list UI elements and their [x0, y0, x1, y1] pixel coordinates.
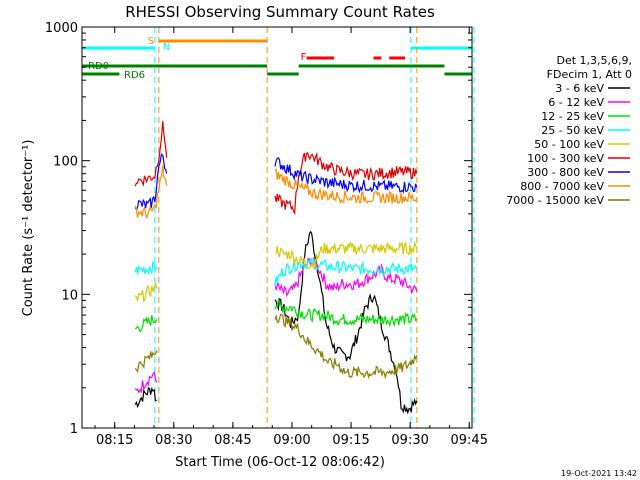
plot-frame — [81, 26, 473, 429]
series-line-6-segment-0 — [134, 153, 168, 211]
x-tick-label-4: 09:15 — [332, 433, 369, 448]
series-line-2-segment-1 — [274, 297, 418, 328]
series-line-8-segment-1 — [274, 313, 418, 380]
series-line-4-segment-1 — [274, 240, 418, 270]
series-line-1-segment-0 — [134, 370, 158, 394]
series-line-2-segment-0 — [134, 315, 158, 333]
legend-header-0: Det 1,3,5,6,9, — [556, 54, 632, 67]
legend-label-5: 100 - 300 keV — [527, 152, 604, 165]
series-line-4-segment-0 — [134, 281, 158, 303]
x-tick-label-5: 09:30 — [391, 433, 428, 448]
legend-label-4: 50 - 100 keV — [534, 138, 604, 151]
legend-label-7: 800 - 7000 keV — [520, 180, 604, 193]
y-axis-label: Count Rate (s⁻¹ detector⁻¹) — [21, 140, 36, 317]
flag-label-s: S — [148, 36, 154, 47]
flag-label-rd6: RD6 — [124, 70, 145, 81]
legend-label-6: 300 - 800 keV — [527, 166, 604, 179]
y-tick-label-2: 100 — [53, 155, 78, 170]
footer-timestamp: 19-Oct-2021 13:42 — [561, 469, 637, 478]
y-tick-label-3: 1000 — [45, 21, 78, 36]
legend-label-8: 7000 - 15000 keV — [506, 194, 604, 207]
axes-layer — [81, 26, 473, 429]
x-tick-label-6: 09:45 — [451, 433, 488, 448]
legend-label-2: 12 - 25 keV — [541, 110, 604, 123]
flag-label-n: N — [163, 42, 170, 53]
legend-label-1: 6 - 12 keV — [548, 96, 604, 109]
legend-label-0: 3 - 6 keV — [555, 82, 604, 95]
x-tick-label-3: 09:00 — [273, 433, 310, 448]
series-line-7-segment-0 — [134, 165, 168, 219]
series-line-8-segment-0 — [134, 350, 158, 374]
flag-label-rd0: RD0 — [88, 61, 109, 72]
x-tick-label-0: 08:15 — [96, 433, 133, 448]
legend-label-3: 25 - 50 keV — [541, 124, 604, 137]
series-layer — [134, 120, 418, 415]
series-line-7-segment-1 — [274, 167, 418, 205]
series-line-6-segment-1 — [274, 157, 418, 194]
flag-labels: SN F RD0 RD6 — [88, 36, 307, 81]
ticks-layer: 08:15 08:30 08:45 09:00 09:15 09:30 09:45 1 10 10… — [45, 21, 488, 448]
chart-title: RHESSI Observing Summary Count Rates — [125, 3, 435, 21]
y-tick-label-0: 1 — [70, 422, 78, 437]
flag-bars-layer — [82, 39, 472, 76]
x-axis-label: Start Time (06-Oct-12 08:06:42) — [175, 455, 385, 470]
series-line-0-segment-0 — [134, 386, 157, 409]
y-tick-label-1: 10 — [61, 288, 78, 303]
series-line-5-segment-0 — [134, 120, 168, 187]
legend: Det 1,3,5,6,9,FDecim 1, Att 03 - 6 keV6 … — [506, 54, 632, 207]
x-tick-label-2: 08:45 — [214, 433, 251, 448]
legend-header-1: FDecim 1, Att 0 — [547, 68, 632, 81]
vertical-markers-layer — [154, 27, 475, 428]
series-line-3-segment-0 — [134, 261, 158, 276]
flag-label-f: F — [301, 52, 307, 63]
x-tick-label-1: 08:30 — [155, 433, 192, 448]
series-line-1-segment-1 — [274, 257, 418, 297]
